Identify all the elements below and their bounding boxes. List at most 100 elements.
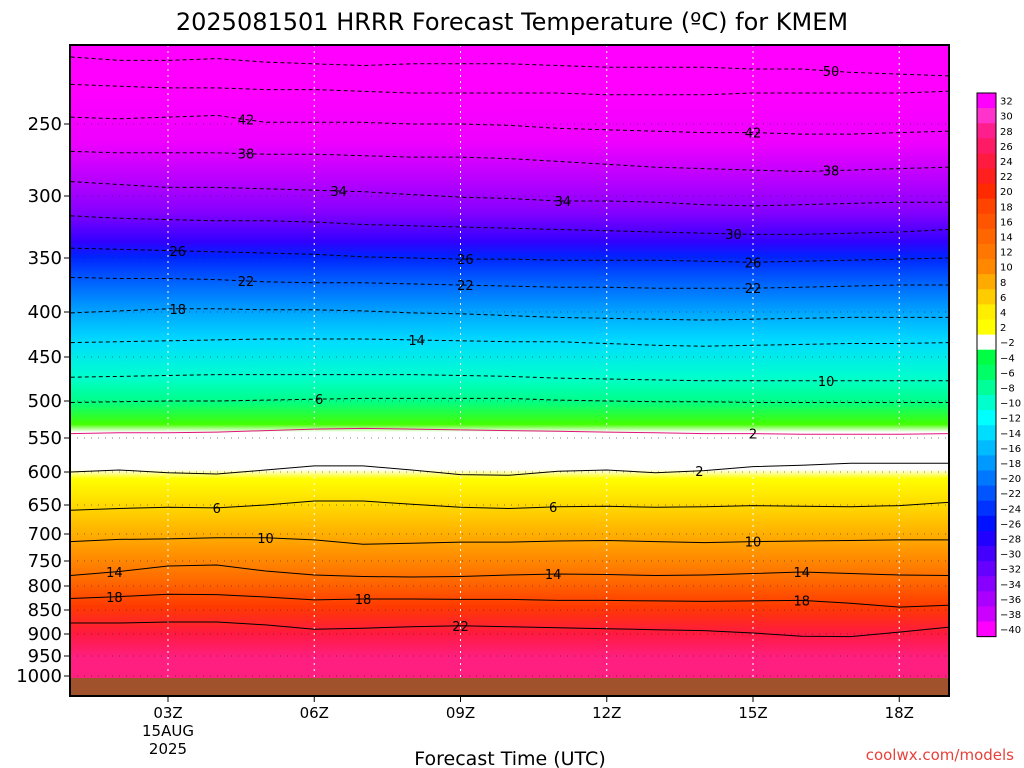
x-tick-label: 15Z (738, 704, 767, 722)
contour-6 (70, 500, 949, 511)
colorbar-swatch (977, 108, 996, 124)
colorbar-label: −18 (1000, 459, 1021, 470)
contour-label: 6 (549, 501, 557, 516)
x-tick-label: 09Z (446, 704, 475, 722)
colorbar-swatch (977, 379, 996, 396)
colorbar-label: −32 (1000, 565, 1021, 576)
colorbar-label: 22 (1000, 172, 1013, 183)
contour-label: 10 (818, 375, 835, 390)
contour--42 (70, 114, 949, 135)
contour-label: 2 (749, 428, 757, 443)
colorbar-label: 32 (1000, 97, 1013, 108)
y-tick-label: 450 (28, 347, 62, 368)
colorbar-swatch (977, 364, 996, 381)
contour--18 (70, 308, 948, 321)
contour--2 (70, 427, 949, 435)
y-tick-label: 600 (28, 462, 62, 483)
y-tick-label: 800 (28, 576, 62, 597)
contour--50 (70, 56, 949, 77)
colorbar-swatch (977, 410, 996, 426)
y-tick-label: 550 (28, 428, 62, 449)
colorbar-label: −10 (1000, 399, 1021, 410)
colorbar-label: −12 (1000, 414, 1021, 425)
contour-label: 42 (238, 114, 255, 129)
colorbar-label: 2 (1000, 323, 1006, 334)
contour-label: 18 (355, 593, 372, 608)
colorbar-label: −16 (1000, 444, 1021, 455)
colorbar-swatch (977, 561, 996, 577)
x-tick-date: 15AUG (142, 722, 194, 740)
temperature-field (70, 45, 949, 696)
contour-label: 14 (106, 566, 123, 581)
contour-label: 26 (457, 253, 474, 268)
y-tick-label: 250 (28, 114, 62, 135)
contour--14 (70, 338, 949, 347)
contour-label: 22 (457, 279, 474, 294)
y-tick-label: 650 (28, 495, 62, 516)
y-tick-label: 1000 (16, 666, 62, 687)
colorbar-swatch (977, 455, 996, 471)
colorbar-label: −38 (1000, 610, 1021, 621)
colorbar-label: 12 (1000, 248, 1013, 259)
colorbar-swatch (977, 289, 996, 305)
contour--10 (70, 374, 948, 382)
contour-label: 18 (106, 591, 123, 606)
y-tick-label: 950 (28, 646, 62, 667)
colorbar-swatch (977, 168, 996, 185)
contour-label: 14 (793, 566, 810, 581)
x-axis-ticks: 03Z 06Z 09Z 12Z 15Z 18Z (153, 696, 914, 722)
contour--30 (70, 215, 949, 235)
colorbar-label: 28 (1000, 127, 1013, 138)
colorbar-swatch (977, 304, 996, 320)
colorbar-label: −24 (1000, 504, 1021, 515)
ground-surface (70, 678, 949, 696)
colorbar-label: 24 (1000, 157, 1013, 168)
grid-lines (70, 45, 949, 696)
colorbar-swatch (977, 546, 996, 562)
contour-label: 38 (238, 148, 255, 163)
colorbar-swatch (977, 470, 996, 487)
colorbar-swatch (977, 93, 996, 109)
contour-label: 18 (169, 303, 186, 318)
colorbar-swatch (977, 213, 996, 230)
credit-text: coolwx.com/models (866, 746, 1014, 764)
colorbar-label: −36 (1000, 595, 1021, 606)
contour-2 (70, 462, 948, 476)
contour-label: 2 (695, 465, 703, 480)
colorbar-swatch (977, 425, 996, 441)
contour--6 (70, 397, 948, 403)
colorbar-swatch (977, 606, 996, 622)
contour-label: 22 (238, 275, 255, 290)
contour-label: 10 (257, 532, 274, 547)
x-axis-label: Forecast Time (UTC) (414, 748, 605, 768)
colorbar-swatch (977, 576, 996, 592)
colorbar-label: 6 (1000, 293, 1006, 304)
colorbar-label: −8 (1000, 383, 1015, 394)
colorbar-swatch (977, 123, 996, 139)
colorbar-swatch (977, 259, 996, 275)
contour-label: 14 (408, 334, 425, 349)
contour-18 (70, 593, 949, 608)
colorbar-label: 16 (1000, 217, 1013, 228)
contour-label: 38 (823, 165, 840, 180)
x-tick-label: 03Z (153, 704, 182, 722)
colorbar-label: −28 (1000, 534, 1021, 545)
contour-label: 22 (745, 282, 762, 297)
contour-label: 42 (745, 127, 762, 142)
colorbar-swatch (977, 591, 996, 607)
y-tick-label: 500 (28, 391, 62, 412)
y-tick-label: 400 (28, 302, 62, 323)
contour-label: 6 (213, 502, 221, 517)
colorbar-swatch (977, 395, 996, 411)
contour--34 (70, 181, 948, 207)
colorbar-swatch (977, 515, 996, 532)
colorbar-label: −22 (1000, 489, 1021, 500)
colorbar-swatch (977, 183, 996, 200)
colorbar-label: 30 (1000, 112, 1013, 123)
contour-label: 6 (315, 393, 323, 408)
contour--22 (70, 276, 948, 289)
contour-14 (70, 564, 949, 578)
contour-label: 18 (793, 594, 810, 609)
colorbar-label: −14 (1000, 429, 1021, 440)
